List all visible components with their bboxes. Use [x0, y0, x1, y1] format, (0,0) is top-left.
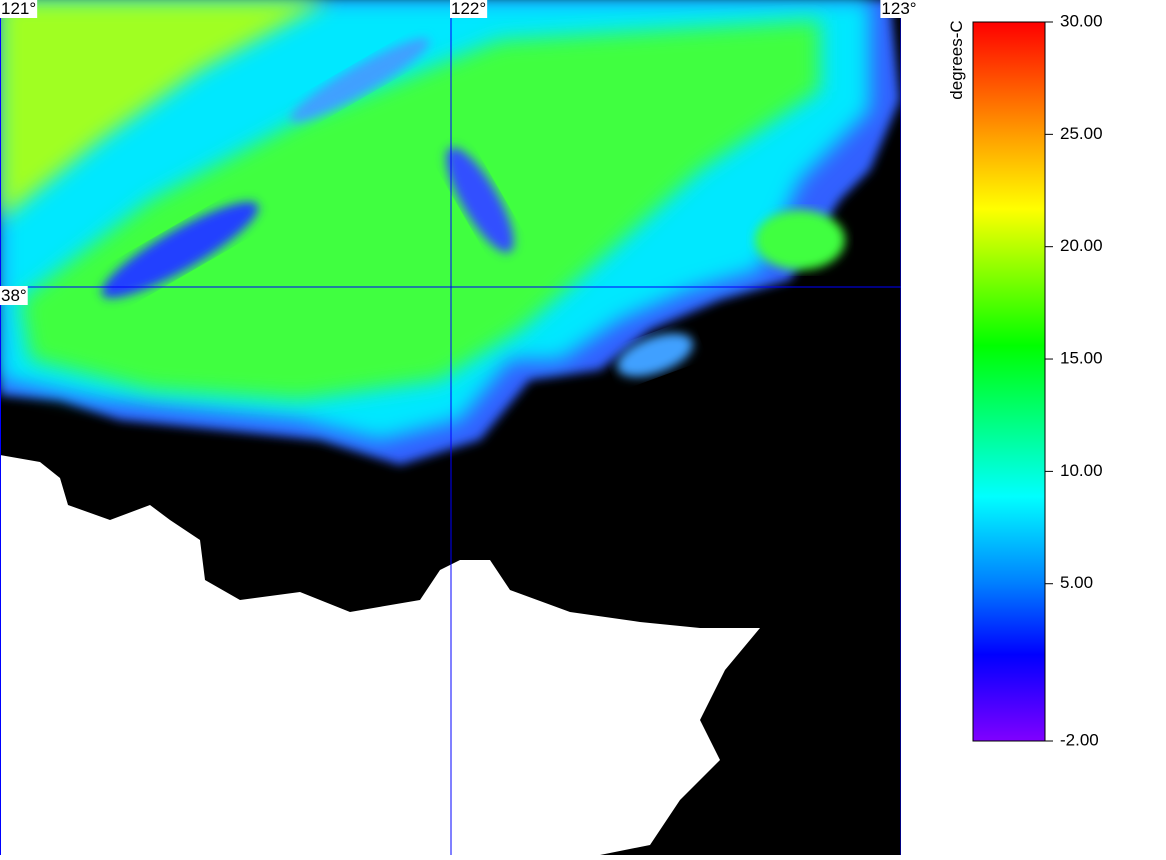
graticule — [0, 0, 901, 855]
graticule-labels: 121° 122° 123° 38° — [0, 0, 918, 305]
label-background — [0, 0, 38, 18]
land — [0, 455, 760, 855]
colorbar-tick-label: -2.00 — [1060, 730, 1099, 749]
colorbar-tick-label: 5.00 — [1060, 573, 1093, 592]
colorbar-tick-label: 15.00 — [1060, 349, 1103, 368]
colorbar-tick-label: 25.00 — [1060, 124, 1103, 143]
colorbar-tick-label: 30.00 — [1060, 11, 1103, 30]
graticule-label: 123° — [881, 0, 916, 18]
graticule-label: 122° — [451, 0, 486, 18]
graticule-label: 121° — [1, 0, 36, 18]
colorbar-tick-label: 20.00 — [1060, 236, 1103, 255]
colorbar-label: degrees-C — [947, 20, 966, 99]
sea-surface — [0, 0, 900, 465]
graticule-label: 38° — [1, 286, 27, 305]
label-background — [0, 286, 28, 305]
label-background — [450, 0, 488, 18]
map — [0, 0, 901, 855]
colorbar-tick-label: 10.00 — [1060, 461, 1103, 480]
colorbar — [972, 21, 1046, 742]
label-background — [880, 0, 918, 18]
